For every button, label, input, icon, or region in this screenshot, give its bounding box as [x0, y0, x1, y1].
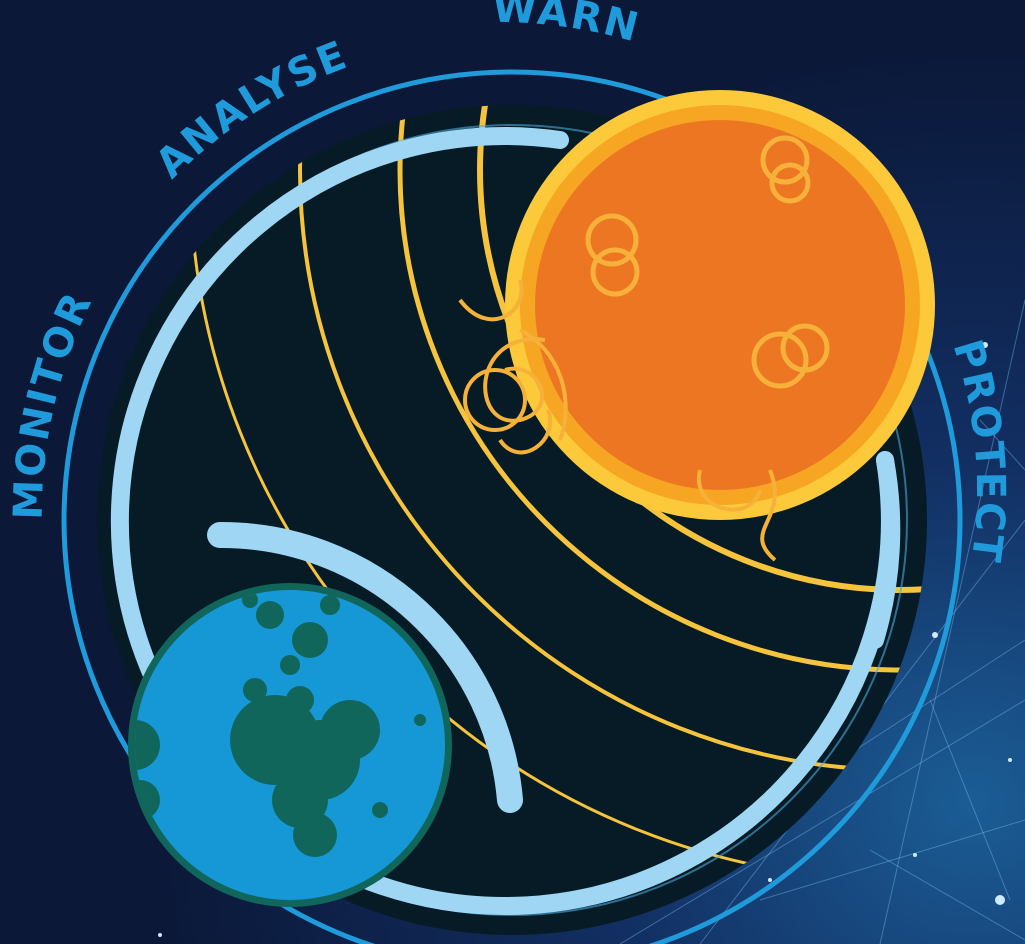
earth-shield-arc — [207, 521, 523, 813]
sun-icon — [458, 90, 935, 562]
earth-icon — [128, 583, 452, 907]
stars — [158, 342, 1012, 937]
outer-shield-arc-right — [866, 451, 901, 649]
outer-ring — [61, 69, 963, 944]
